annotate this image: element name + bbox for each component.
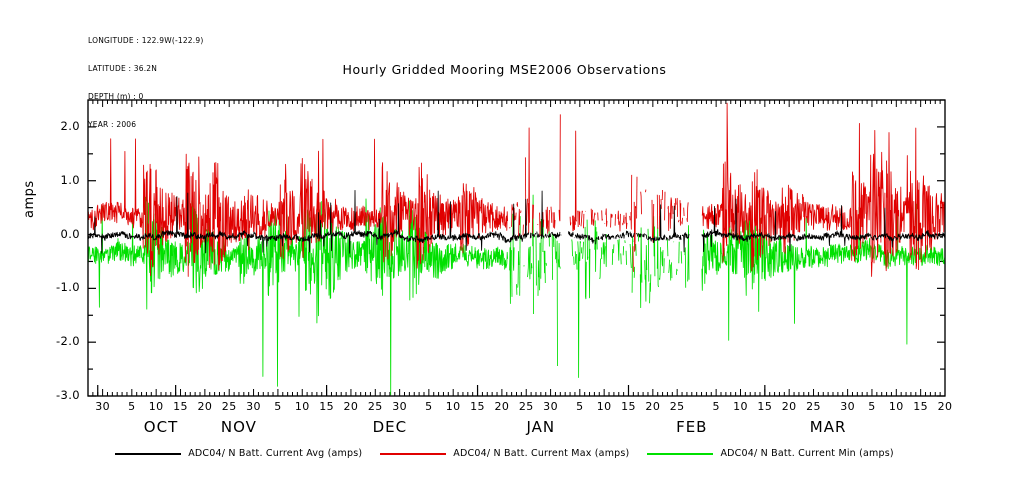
- x-tick-label: 30: [95, 400, 110, 413]
- x-tick-label: 20: [197, 400, 213, 413]
- legend-line-icon: [380, 452, 447, 455]
- x-tick-label: 20: [781, 400, 797, 413]
- x-tick-label: 10: [733, 400, 748, 413]
- legend-label: ADC04/ N Batt. Current Avg (amps): [188, 448, 363, 459]
- legend-line-icon: [647, 452, 714, 455]
- x-tick-label: 30: [392, 400, 408, 413]
- legend-label: ADC04/ N Batt. Current Max (amps): [453, 448, 630, 459]
- x-tick-label: 10: [888, 400, 904, 413]
- x-tick-label: 15: [470, 400, 485, 413]
- x-tick-label: 5: [425, 400, 433, 413]
- x-tick-label: 20: [343, 400, 359, 413]
- x-tick-label: 15: [757, 400, 773, 413]
- x-tick-label: 10: [294, 400, 310, 413]
- x-tick-label: 25: [806, 400, 821, 413]
- month-label: OCT: [143, 418, 179, 436]
- x-tick-label: 25: [367, 400, 383, 413]
- legend-label: ADC04/ N Batt. Current Min (amps): [720, 448, 894, 459]
- chart-title: Hourly Gridded Mooring MSE2006 Observati…: [342, 62, 667, 77]
- station-metadata: LONGITUDE : 122.9W(-122.9) LATITUDE : 36…: [88, 17, 203, 149]
- x-tick-label: 5: [712, 400, 720, 413]
- y-tick-label: -2.0: [55, 334, 80, 349]
- y-tick-label: 2.0: [60, 118, 80, 133]
- x-tick-label: 15: [913, 400, 929, 413]
- series-avg: [87, 189, 946, 254]
- depth-label: DEPTH (m) : 0: [88, 92, 144, 102]
- x-tick-label: 10: [445, 400, 461, 413]
- legend-line-icon: [115, 452, 182, 455]
- legend-item-avg[interactable]: ADC04/ N Batt. Current Avg (amps): [115, 448, 362, 459]
- year-label: YEAR : 2006: [88, 120, 137, 130]
- month-label: MAR: [809, 418, 847, 436]
- x-tick-label: 5: [576, 400, 584, 413]
- legend-item-max[interactable]: ADC04/ N Batt. Current Max (amps): [380, 448, 629, 459]
- y-tick-label: -1.0: [55, 280, 80, 295]
- plot-frame-overlay: [87, 99, 946, 397]
- x-tick-label: 10: [596, 400, 612, 413]
- longitude-label: LONGITUDE : 122.9W(-122.9): [88, 35, 204, 45]
- x-tick-label: 30: [246, 400, 261, 413]
- y-tick-label: 0.0: [60, 226, 80, 241]
- x-tick-label: 15: [173, 400, 188, 413]
- chart-legend: ADC04/ N Batt. Current Avg (amps) ADC04/ …: [0, 448, 1009, 459]
- x-tick-label: 15: [621, 400, 636, 413]
- x-tick-label: 25: [669, 400, 685, 413]
- x-tick-label: 5: [274, 400, 282, 413]
- x-tick-label: 20: [645, 400, 661, 413]
- month-label: DEC: [372, 418, 408, 436]
- month-label: NOV: [220, 418, 257, 436]
- month-label: FEB: [676, 418, 708, 436]
- legend-item-min[interactable]: ADC04/ N Batt. Current Min (amps): [647, 448, 894, 459]
- x-tick-label: 25: [518, 400, 534, 413]
- y-tick-label: 1.0: [60, 172, 80, 187]
- latitude-label: LATITUDE : 36.2N: [88, 64, 158, 74]
- x-tick-label: 25: [221, 400, 237, 413]
- x-tick-label: 30: [840, 400, 856, 413]
- x-tick-label: 15: [319, 400, 334, 413]
- month-label: JAN: [526, 418, 556, 436]
- x-tick-label: 20: [494, 400, 510, 413]
- x-tick-label: 5: [868, 400, 876, 413]
- x-tick-label: 10: [148, 400, 164, 413]
- y-tick-label: -3.0: [55, 388, 80, 402]
- x-tick-label: 5: [128, 400, 136, 413]
- series-min: [87, 194, 946, 396]
- x-tick-label: 30: [543, 400, 558, 413]
- x-tick-label: 20: [937, 400, 953, 413]
